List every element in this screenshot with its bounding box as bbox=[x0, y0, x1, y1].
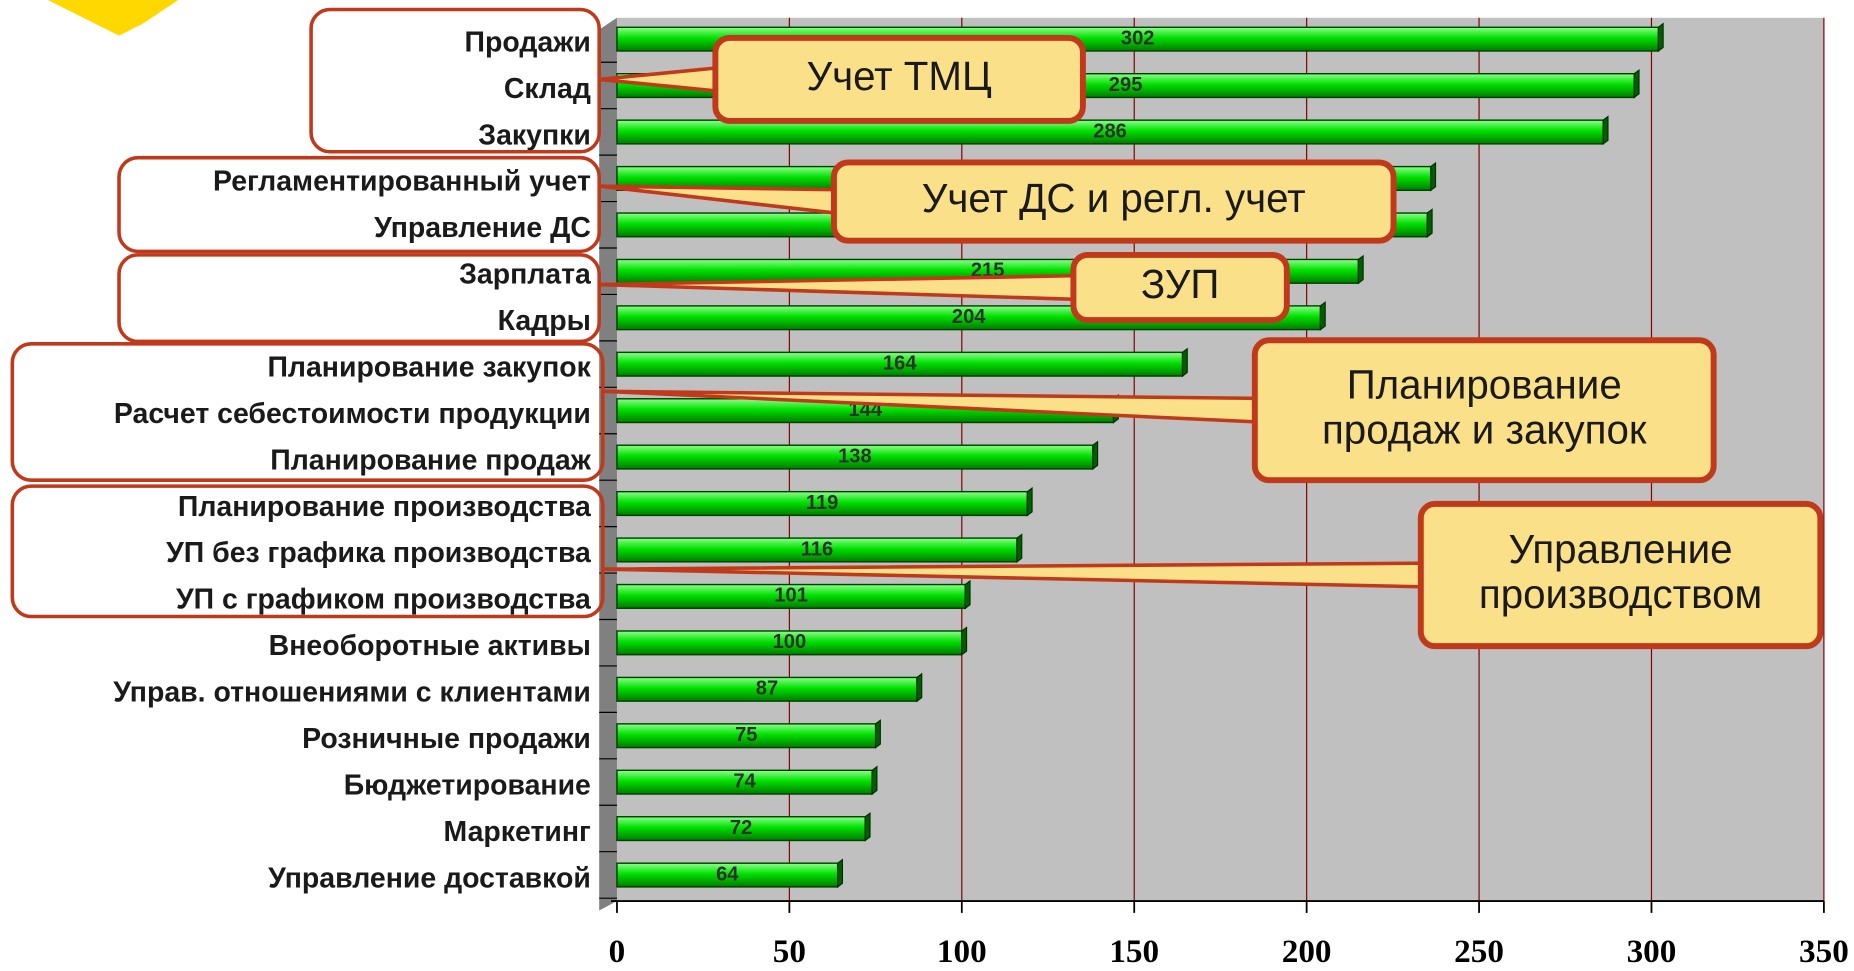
x-tick-label: 100 bbox=[937, 933, 987, 970]
category-label: Управление ДС bbox=[374, 212, 591, 244]
bar-side bbox=[1603, 117, 1608, 144]
bar-side bbox=[1431, 163, 1436, 190]
value-label: 119 bbox=[806, 492, 839, 514]
bar-side bbox=[1027, 488, 1032, 515]
decoration bbox=[48, 0, 178, 36]
chart: 3022952862362352152041641441381191161011… bbox=[0, 0, 1854, 971]
callout-text: производством bbox=[1479, 572, 1762, 617]
bar-side bbox=[876, 720, 881, 747]
value-label: 286 bbox=[1093, 120, 1127, 142]
value-label: 116 bbox=[801, 538, 834, 560]
category-label: Продажи bbox=[465, 26, 591, 58]
value-label: 302 bbox=[1121, 27, 1155, 49]
value-label: 87 bbox=[756, 678, 778, 700]
category-label: Розничные продажи bbox=[302, 723, 591, 755]
bar-side bbox=[838, 860, 843, 887]
bar-side bbox=[1658, 24, 1663, 51]
category-label: Управление доставкой bbox=[268, 862, 591, 894]
callout-text: продаж и закупок bbox=[1322, 407, 1647, 452]
x-tick-label: 0 bbox=[609, 933, 626, 970]
category-label: Планирование закупок bbox=[267, 351, 591, 383]
category-label: Маркетинг bbox=[444, 816, 591, 848]
value-label: 72 bbox=[730, 817, 752, 839]
x-tick-label: 250 bbox=[1454, 933, 1504, 970]
value-label: 101 bbox=[774, 585, 808, 607]
bar-side bbox=[1093, 442, 1098, 469]
bar-side bbox=[1634, 70, 1639, 97]
value-label: 138 bbox=[838, 445, 872, 467]
category-label: Склад bbox=[504, 73, 591, 105]
category-label: Расчет себестоимости продукции bbox=[114, 398, 591, 430]
callout-text: Учет ДС и регл. учет bbox=[922, 176, 1306, 221]
callout-text: Управление bbox=[1509, 527, 1733, 572]
category-label: Планирование продаж bbox=[270, 444, 591, 476]
category-label: Регламентированный учет bbox=[213, 166, 591, 198]
x-tick-label: 350 bbox=[1799, 933, 1849, 970]
bar-side bbox=[917, 674, 922, 701]
bar-side bbox=[1427, 209, 1432, 236]
bar-side bbox=[1320, 302, 1325, 329]
category-label: Бюджетирование bbox=[344, 769, 591, 801]
bar-side bbox=[865, 813, 870, 840]
value-label: 295 bbox=[1109, 74, 1143, 96]
category-label: Зарплата bbox=[459, 259, 591, 291]
bar-side bbox=[1183, 349, 1188, 376]
category-label: Планирование производства bbox=[178, 491, 591, 523]
value-label: 75 bbox=[735, 724, 757, 746]
category-label: УП без графика производства bbox=[166, 537, 591, 569]
value-label: 100 bbox=[773, 631, 807, 653]
bar-side bbox=[1017, 535, 1022, 562]
category-label: Управ. отношениями с клиентами bbox=[113, 677, 591, 709]
category-label: Внеоборотные активы bbox=[269, 630, 591, 662]
callout-text: Планирование bbox=[1347, 362, 1622, 407]
callout-text: Учет ТМЦ bbox=[806, 54, 992, 99]
value-label: 204 bbox=[952, 306, 986, 328]
callout-text: ЗУП bbox=[1141, 262, 1219, 307]
value-label: 74 bbox=[733, 770, 756, 792]
bar-side bbox=[962, 627, 967, 654]
x-tick-label: 150 bbox=[1109, 933, 1159, 970]
bar-side bbox=[872, 767, 877, 794]
category-label: Закупки bbox=[478, 119, 591, 151]
value-label: 64 bbox=[716, 863, 739, 885]
x-tick-label: 300 bbox=[1627, 933, 1677, 970]
x-tick-label: 200 bbox=[1282, 933, 1332, 970]
category-label: УП с графиком производства bbox=[176, 584, 591, 616]
x-tick-label: 50 bbox=[773, 933, 806, 970]
value-label: 164 bbox=[883, 353, 917, 375]
bar-side bbox=[965, 581, 970, 608]
bar-side bbox=[1358, 256, 1363, 283]
category-label: Кадры bbox=[498, 305, 591, 337]
